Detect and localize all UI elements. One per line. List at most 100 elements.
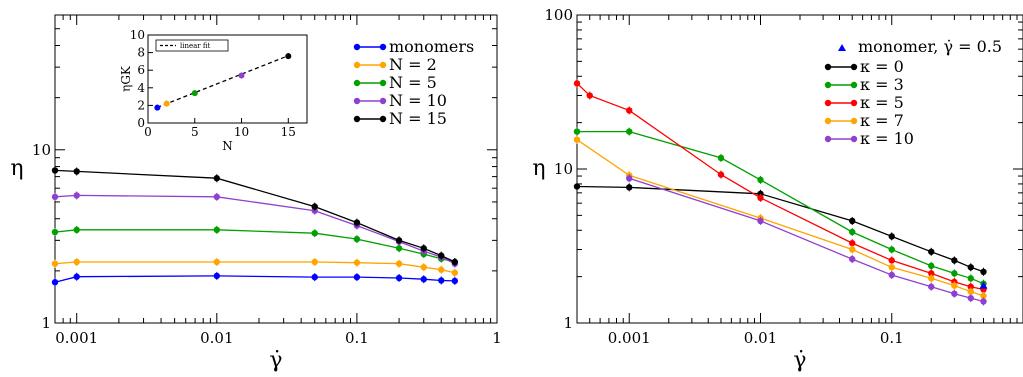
data-point-3 [951, 270, 958, 277]
inset-y-tick-label: 0 [137, 116, 145, 130]
data-point-5 [586, 92, 593, 99]
data-point-monomers [51, 279, 59, 286]
data-point-n-15 [51, 167, 59, 174]
legend-marker [379, 115, 387, 123]
x-axis-label: γ̇ [793, 348, 806, 373]
x-tick-label: 0.01 [744, 329, 777, 347]
inset-x-tick-label: 5 [191, 125, 199, 139]
x-tick-label: 1 [492, 329, 502, 347]
data-point-n-10 [213, 193, 221, 201]
data-point-n-10 [51, 193, 59, 201]
data-point-n-15 [451, 258, 459, 266]
x-axis-label: γ̇ [269, 348, 282, 373]
legend-marker [379, 97, 387, 105]
data-point-0 [626, 184, 633, 191]
inset-data-point [154, 104, 161, 111]
legend-marker [379, 43, 387, 51]
data-point-n-2 [395, 260, 403, 267]
series-line-7 [576, 139, 984, 297]
data-point-0 [888, 233, 895, 240]
data-point-5 [849, 239, 856, 247]
inset-x-axis-label: N [222, 139, 233, 153]
data-point-0 [980, 268, 987, 276]
legend-entry-label: κ = 5 [860, 93, 904, 112]
x-tick-label: 0.01 [200, 329, 233, 347]
data-point-n-15 [311, 203, 318, 210]
data-point-n-2 [213, 258, 221, 266]
data-point-10 [757, 217, 764, 225]
data-point-5 [967, 283, 974, 290]
inset-x-tick-label: 0 [144, 125, 152, 139]
data-point-7 [967, 288, 974, 295]
data-point-n-5 [311, 229, 318, 237]
data-point-3 [849, 228, 856, 236]
legend-marker [353, 79, 361, 87]
inset-data-point [163, 100, 170, 107]
series-line-10 [628, 177, 984, 303]
inset-y-tick-label: 8 [137, 46, 145, 60]
legend-marker [850, 117, 858, 125]
data-point-n-2 [353, 259, 361, 266]
data-point-monomers [73, 273, 80, 280]
data-point-0 [951, 257, 958, 264]
data-point-n-15 [438, 252, 445, 259]
data-point-n-5 [73, 226, 80, 234]
data-point-monomers [438, 277, 445, 284]
data-point-7 [980, 292, 987, 300]
data-point-5 [928, 270, 935, 277]
inset-data-point [285, 53, 292, 60]
data-point-3 [967, 275, 974, 282]
data-point-monomers [213, 272, 221, 280]
data-point-n-2 [451, 269, 459, 276]
legend-entry-label: N = 5 [389, 73, 437, 92]
legend-entry-label: N = 10 [389, 91, 447, 110]
legend-marker [824, 135, 832, 143]
inset-y-tick-label: 2 [137, 98, 145, 112]
data-point-10 [928, 283, 935, 290]
legend-marker [824, 117, 832, 125]
data-point-5 [717, 171, 725, 178]
y-tick-label: 10 [32, 141, 51, 159]
x-tick-label: 0.001 [55, 329, 98, 347]
data-point-7 [951, 282, 958, 289]
data-point-marker [979, 281, 988, 289]
series-line-5 [576, 82, 984, 291]
data-point-5 [757, 194, 764, 202]
series-line-monomers [54, 275, 455, 283]
y-axis-label: η [532, 156, 545, 181]
data-point-n-2 [420, 263, 427, 271]
legend-marker [379, 61, 387, 69]
data-point-n-15 [395, 237, 403, 244]
legend-marker [850, 135, 858, 143]
legend-marker [850, 99, 858, 107]
y-tick-label: 10 [554, 160, 573, 178]
inset-y-tick-label: 10 [130, 28, 145, 42]
data-point-5 [626, 107, 633, 114]
data-point-n-10 [73, 192, 80, 199]
legend-marker [824, 99, 832, 107]
data-point-n-5 [51, 228, 59, 236]
inset-x-tick-label: 15 [281, 125, 296, 139]
plot-frame-1 [576, 14, 1023, 324]
data-point-10 [951, 290, 958, 297]
legend-marker [824, 81, 832, 89]
data-point-3 [757, 176, 764, 184]
legend-marker [379, 79, 387, 87]
data-point-7 [849, 246, 856, 253]
data-point-monomers [395, 274, 403, 282]
data-point-n-2 [311, 258, 318, 266]
data-point-monomers [311, 273, 318, 281]
data-point-monomers [420, 276, 427, 283]
legend-entry-label: κ = 3 [860, 75, 904, 94]
legend-entry-label: κ = 0 [860, 57, 904, 76]
legend-marker [353, 115, 361, 123]
data-point-3 [717, 154, 725, 162]
inset-frame [147, 34, 308, 124]
x-tick-label: 0.1 [345, 329, 369, 347]
series-line-3 [577, 130, 984, 285]
data-point-n-2 [73, 258, 80, 266]
y-tick-label: 100 [544, 6, 573, 24]
series-line-n-2 [54, 261, 455, 274]
